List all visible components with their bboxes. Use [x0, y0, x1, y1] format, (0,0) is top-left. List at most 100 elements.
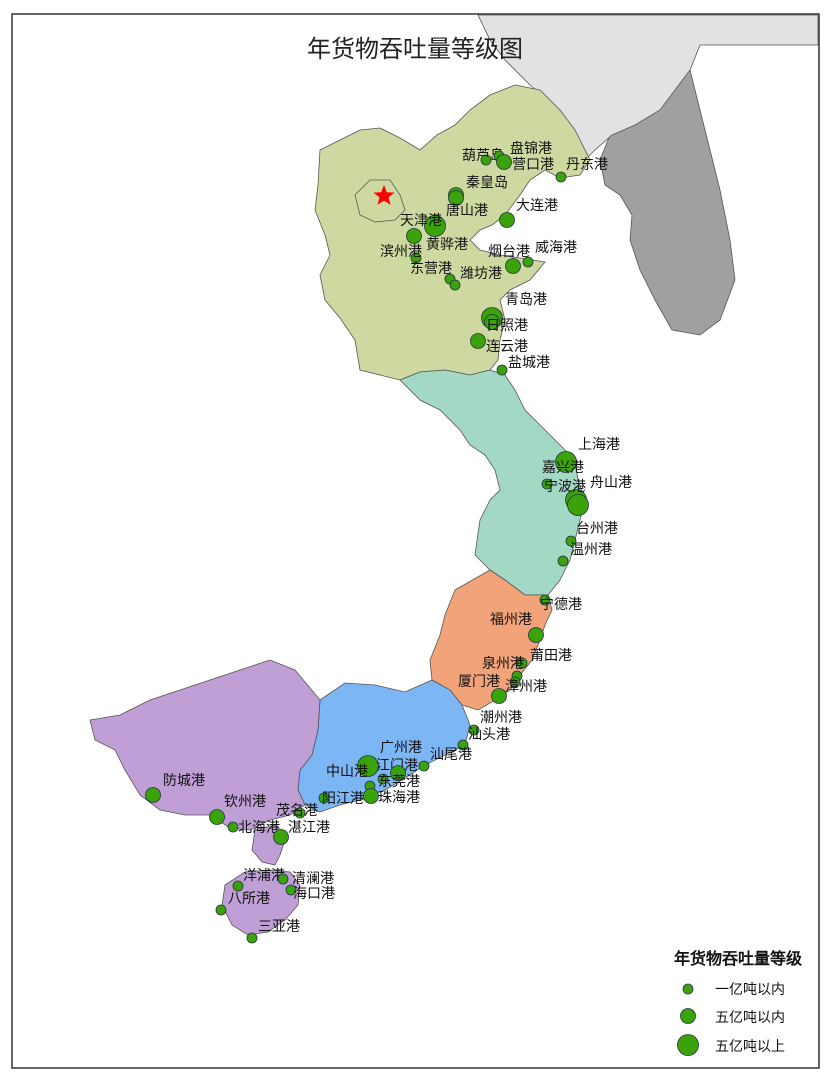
port-marker: 汕头港: [457, 727, 510, 751]
port-label: 海口港: [293, 886, 335, 902]
port-label: 宁波港: [544, 478, 586, 495]
port-label: 湛江港: [288, 820, 330, 836]
legend-label-level-1: 一亿吨以内: [715, 982, 785, 998]
port-label: 三亚港: [258, 919, 300, 935]
port-marker: 北海港: [227, 820, 280, 836]
port-symbol: [418, 760, 430, 772]
port-marker: 连云港: [470, 333, 528, 355]
port-symbol: [484, 314, 500, 330]
port-marker: 丹东港: [555, 157, 608, 183]
port-label: 嘉兴港: [542, 460, 584, 476]
port-symbol: [457, 739, 469, 751]
port-label: 葫芦岛: [462, 148, 504, 164]
port-label: 天津港: [400, 213, 442, 229]
legend-label-level-2: 五亿吨以内: [715, 1010, 785, 1026]
port-label: 阳江港: [322, 791, 364, 807]
port-label: 汕头港: [468, 727, 510, 743]
port-symbol: [232, 880, 244, 892]
port-symbol: [528, 627, 544, 643]
port-label: 连云港: [486, 339, 528, 355]
port-symbol: [449, 279, 461, 291]
port-marker: 盐城港: [496, 355, 550, 376]
port-symbol: [406, 228, 422, 244]
port-symbol: [470, 333, 486, 349]
port-marker: 防城港: [145, 773, 205, 803]
port-label: 八所港: [228, 891, 270, 907]
port-label: 舟山港: [590, 475, 632, 491]
port-marker: 湛江港: [273, 820, 330, 845]
port-marker: 清澜港: [277, 871, 334, 887]
port-label: 秦皇岛: [466, 175, 508, 191]
port-label: 烟台港: [488, 244, 530, 260]
port-marker: 威海港: [522, 240, 577, 268]
port-symbol: [227, 821, 239, 833]
port-symbol: [496, 364, 508, 376]
port-marker: 海口港: [285, 884, 335, 902]
port-label: 清澜港: [292, 871, 334, 887]
port-label: 黄骅港: [426, 236, 468, 253]
port-symbol: [277, 873, 289, 885]
legend-symbol-level-2: [680, 1008, 696, 1024]
port-marker: 烟台港: [488, 244, 530, 274]
port-label: 广州港: [380, 740, 422, 756]
port-symbol: [541, 478, 553, 490]
port-symbol: [363, 788, 379, 804]
port-label: 茂名港: [276, 802, 318, 819]
port-symbol: [509, 676, 521, 688]
port-symbol: [496, 154, 512, 170]
port-symbol: [448, 190, 464, 206]
port-label: 中山港: [326, 764, 368, 780]
port-marker: 黄骅港: [406, 228, 468, 253]
beijing-border: [354, 179, 406, 223]
port-marker: 阳江港: [318, 791, 364, 807]
port-symbol: [539, 594, 551, 606]
port-marker: 东莞港: [378, 765, 420, 790]
port-symbol: [499, 212, 515, 228]
port-symbol: [557, 555, 569, 567]
port-symbol: [390, 765, 406, 781]
port-symbol: [505, 258, 521, 274]
port-label: 钦州港: [224, 794, 266, 810]
capital-star-icon: [373, 185, 395, 205]
port-label: 泉州港: [482, 655, 524, 672]
legend-label-level-3: 五亿吨以上: [715, 1039, 785, 1055]
port-marker: 福州港: [490, 612, 544, 643]
port-label: 潮州港: [480, 710, 522, 726]
port-marker: 滨州港: [380, 244, 422, 264]
port-symbol: [318, 792, 330, 804]
port-symbol: [567, 494, 589, 516]
port-symbol: [246, 932, 258, 944]
port-label: 东营港: [410, 261, 452, 277]
port-label: 盘锦港: [510, 140, 552, 157]
port-marker: 日照港: [484, 314, 528, 334]
port-symbol: [285, 884, 297, 896]
map-title: 年货物吞吐量等级图: [307, 35, 523, 63]
port-symbol: [145, 787, 161, 803]
port-label: 厦门港: [458, 674, 500, 690]
port-label: 大连港: [516, 198, 558, 214]
port-label: 福州港: [490, 612, 532, 628]
ports-layer: 葫芦岛 盘锦港营口港 丹东港秦皇岛唐山港 大连港天津港黄骅港滨州港 烟台港 威海港东营港潍…: [145, 140, 632, 944]
port-marker: 汕尾港: [418, 747, 472, 772]
port-marker: 营口港: [496, 154, 554, 173]
port-label: 珠海港: [378, 790, 420, 806]
port-label: 东莞港: [378, 774, 420, 790]
port-marker: 潍坊港: [449, 266, 502, 291]
port-marker: 漳州港: [505, 676, 547, 695]
port-marker: 广州港: [357, 740, 422, 777]
port-marker: 温州港: [557, 542, 612, 567]
north-china-region: [314, 84, 591, 381]
port-symbol: [468, 724, 480, 736]
legend-symbol-level-1: [682, 983, 694, 995]
port-label: 日照港: [486, 318, 528, 334]
port-label: 上海港: [578, 437, 620, 453]
port-symbol: [480, 154, 492, 166]
port-symbol: [410, 252, 422, 264]
port-marker: 舟山港: [567, 475, 632, 516]
legend-symbol-level-3: [677, 1034, 699, 1056]
port-label: 宁德港: [540, 596, 582, 613]
port-symbol: [555, 451, 577, 473]
port-marker: 大连港: [499, 198, 558, 228]
port-marker: 葫芦岛: [462, 148, 504, 166]
port-marker: 茂名港: [276, 802, 318, 819]
